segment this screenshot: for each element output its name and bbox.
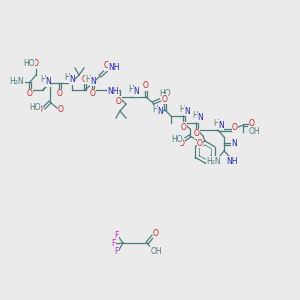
Text: HO: HO <box>171 136 183 145</box>
Text: H: H <box>192 112 198 121</box>
Text: NH: NH <box>108 62 120 71</box>
Text: O: O <box>162 94 168 103</box>
Text: HO: HO <box>29 103 41 112</box>
Text: O: O <box>232 122 238 131</box>
Text: H: H <box>179 104 185 113</box>
Text: NH: NH <box>226 157 238 166</box>
Text: O: O <box>197 139 203 148</box>
Text: N: N <box>45 77 51 86</box>
Text: O: O <box>249 118 255 127</box>
Text: OH: OH <box>248 127 260 136</box>
Text: H₂N: H₂N <box>207 157 221 166</box>
Text: O: O <box>82 74 88 83</box>
Text: H: H <box>128 85 134 94</box>
Text: N: N <box>90 76 96 85</box>
Text: OH: OH <box>150 247 162 256</box>
Text: F: F <box>114 230 118 239</box>
Text: H: H <box>213 118 219 127</box>
Text: HO: HO <box>159 88 171 98</box>
Text: N: N <box>157 107 163 116</box>
Text: O: O <box>194 130 200 139</box>
Text: H: H <box>152 106 158 115</box>
Text: N: N <box>184 106 190 116</box>
Text: HO: HO <box>23 59 35 68</box>
Text: O: O <box>153 230 159 238</box>
Text: O: O <box>104 61 110 70</box>
Text: F: F <box>114 247 118 256</box>
Text: N: N <box>69 76 75 85</box>
Text: O: O <box>162 94 168 103</box>
Text: N: N <box>231 140 237 148</box>
Text: H: H <box>40 74 46 83</box>
Text: N: N <box>133 88 139 97</box>
Text: O: O <box>37 106 43 115</box>
Text: O: O <box>57 89 63 98</box>
Text: O: O <box>27 89 33 98</box>
Text: O: O <box>90 89 96 98</box>
Text: NH: NH <box>107 86 119 95</box>
Text: O: O <box>179 139 185 148</box>
Text: O: O <box>116 97 122 106</box>
Text: H₂N: H₂N <box>10 77 24 86</box>
Text: H: H <box>85 74 91 83</box>
Text: O: O <box>33 59 39 68</box>
Text: N: N <box>218 121 224 130</box>
Text: O: O <box>58 104 64 113</box>
Text: O: O <box>143 82 149 91</box>
Text: N: N <box>197 113 203 122</box>
Text: F: F <box>111 239 115 248</box>
Text: O: O <box>181 122 187 131</box>
Text: H: H <box>64 74 70 82</box>
